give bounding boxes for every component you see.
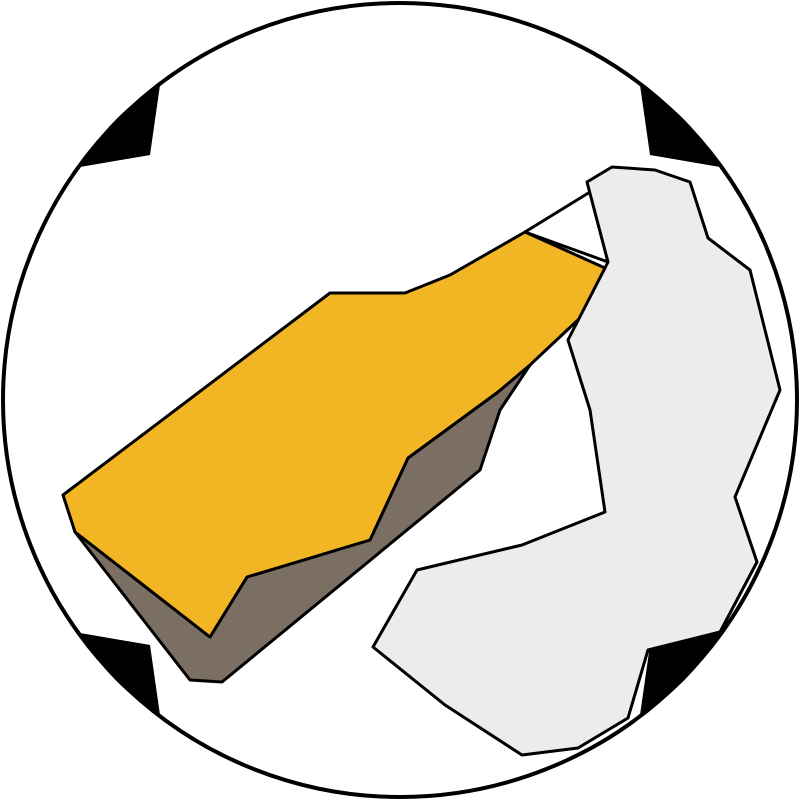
- corner-mark-bottom-left-icon: [80, 633, 160, 715]
- corner-mark-top-right-icon: [640, 85, 720, 167]
- bottle-body-icon: [61, 230, 607, 639]
- corner-marks: [80, 85, 720, 715]
- corner-mark-top-left-icon: [80, 85, 160, 167]
- hand-icon: [371, 165, 782, 757]
- corner-mark-bottom-right-icon: [640, 633, 720, 715]
